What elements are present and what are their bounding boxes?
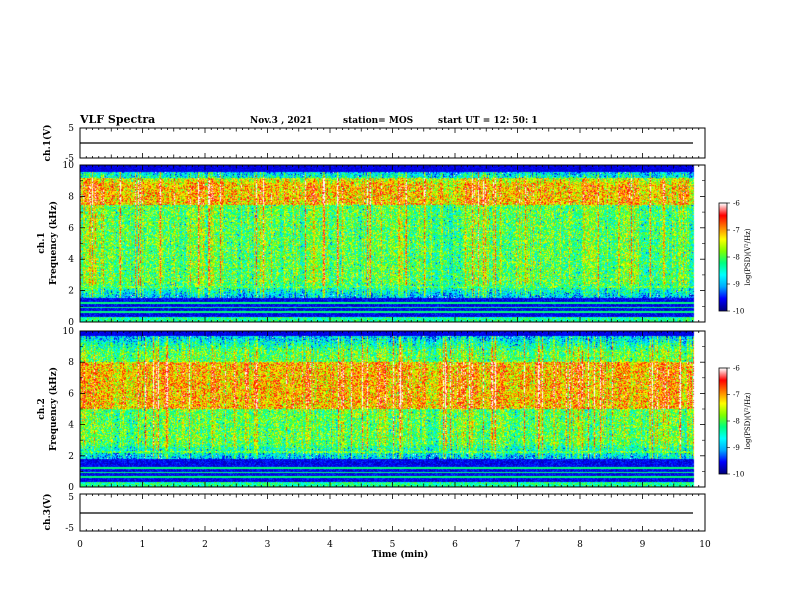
colorbar-tick-label: -8 [733,418,740,426]
colorbar-tick-label: -10 [733,308,744,316]
ch1-channel-label: ch.1 [37,232,47,253]
ch1-spectrogram-heatmap [80,165,705,322]
time-tick-label: 4 [327,540,333,550]
ch2-frequency-label: Frequency (kHz) [48,367,59,451]
station-label: station= MOS [343,116,413,126]
ch3-waveform-panel: 5 -5 ch.3(V) [42,493,706,534]
ch1-spectrogram-panel: 0 2 4 6 8 10 ch.1 Frequency (kHz) [37,161,706,328]
ch1-frequency-label: Frequency (kHz) [48,201,59,285]
frequency-tick-label: 10 [63,327,75,337]
time-tick-label: 8 [577,540,583,550]
ch1-waveform-ticks [79,128,706,158]
ch1-waveform-panel: 5 -5 ch.1(V) [42,124,706,164]
frequency-tick-label: 8 [68,358,74,368]
colorbar-tick-label: -9 [733,444,740,452]
frequency-tick-label: 6 [68,389,74,399]
time-axis-label: Time (min) [372,549,429,560]
time-tick-label: 2 [202,540,208,550]
ch1-waveform-ylabel: ch.1(V) [42,125,53,162]
colorbar-tick-label: -6 [733,365,740,373]
ch2-channel-label: ch.2 [37,398,47,419]
ch3-ytick-bottom: -5 [65,524,74,534]
ch2-colorbar: -6 -7 -8 -9 -10 log(PSD)(V²/Hz) [718,365,752,479]
ch2-colorbar-ticks: -6 -7 -8 -9 -10 [727,365,744,479]
frequency-tick-label: 2 [68,452,74,462]
colorbar-tick-label: -6 [733,200,740,208]
ch2-spectrogram-heatmap [80,331,705,487]
time-tick-label: 9 [640,540,646,550]
start-ut-label: start UT = 12: 50: 1 [438,116,538,126]
colorbar-tick-label: -9 [733,281,740,289]
colorbar-tick-label: -7 [733,227,740,235]
ch1-spectrogram-time-ticks [79,165,706,322]
time-tick-label: 10 [699,540,711,550]
frequency-tick-label: 4 [68,255,74,265]
colorbar-tick-label: -8 [733,254,740,262]
time-tick-label: 6 [452,540,458,550]
frequency-tick-label: 6 [68,224,74,234]
figure-title: VLF Spectra [79,113,155,126]
ch2-spectrogram-panel: 0 2 4 6 8 10 ch.2 Frequency (kHz) [37,327,706,493]
colorbar-tick-label: -10 [733,471,744,479]
time-axis-tick-labels: 0 1 2 3 4 5 6 7 8 9 10 [77,540,711,550]
ch1-colorbar-gradient [719,203,727,311]
ch1-ytick-top: 5 [68,124,74,134]
date-label: Nov.3 , 2021 [250,116,312,126]
ch2-colorbar-label: log(PSD)(V²/Hz) [744,392,752,449]
ch1-frequency-ticks: 0 2 4 6 8 10 [63,161,705,328]
time-tick-label: 1 [140,540,146,550]
ch2-frequency-ticks: 0 2 4 6 8 10 [63,327,705,493]
ch1-colorbar-ticks: -6 -7 -8 -9 -10 [727,200,744,316]
frequency-tick-label: 4 [68,421,74,431]
frequency-tick-label: 10 [63,161,75,171]
ch2-colorbar-gradient [719,368,727,474]
ch3-waveform-ticks [79,494,706,531]
time-tick-label: 3 [265,540,271,550]
time-tick-label: 0 [77,540,83,550]
ch1-colorbar: -6 -7 -8 -9 -10 log(PSD)(V²/Hz) [718,200,752,316]
ch2-spectrogram-time-ticks [79,331,706,487]
time-tick-label: 7 [515,540,521,550]
frequency-tick-label: 2 [68,287,74,297]
colorbar-tick-label: -7 [733,391,740,399]
ch3-ytick-top: 5 [68,493,74,503]
frequency-tick-label: 8 [68,192,74,202]
ch1-colorbar-label: log(PSD)(V²/Hz) [744,228,752,285]
time-tick-label: 5 [390,540,396,550]
ch3-waveform-ylabel: ch.3(V) [42,494,53,531]
frequency-tick-label: 0 [68,318,74,328]
frequency-tick-label: 0 [68,483,74,493]
ch1-ytick-bottom: -5 [65,154,74,164]
